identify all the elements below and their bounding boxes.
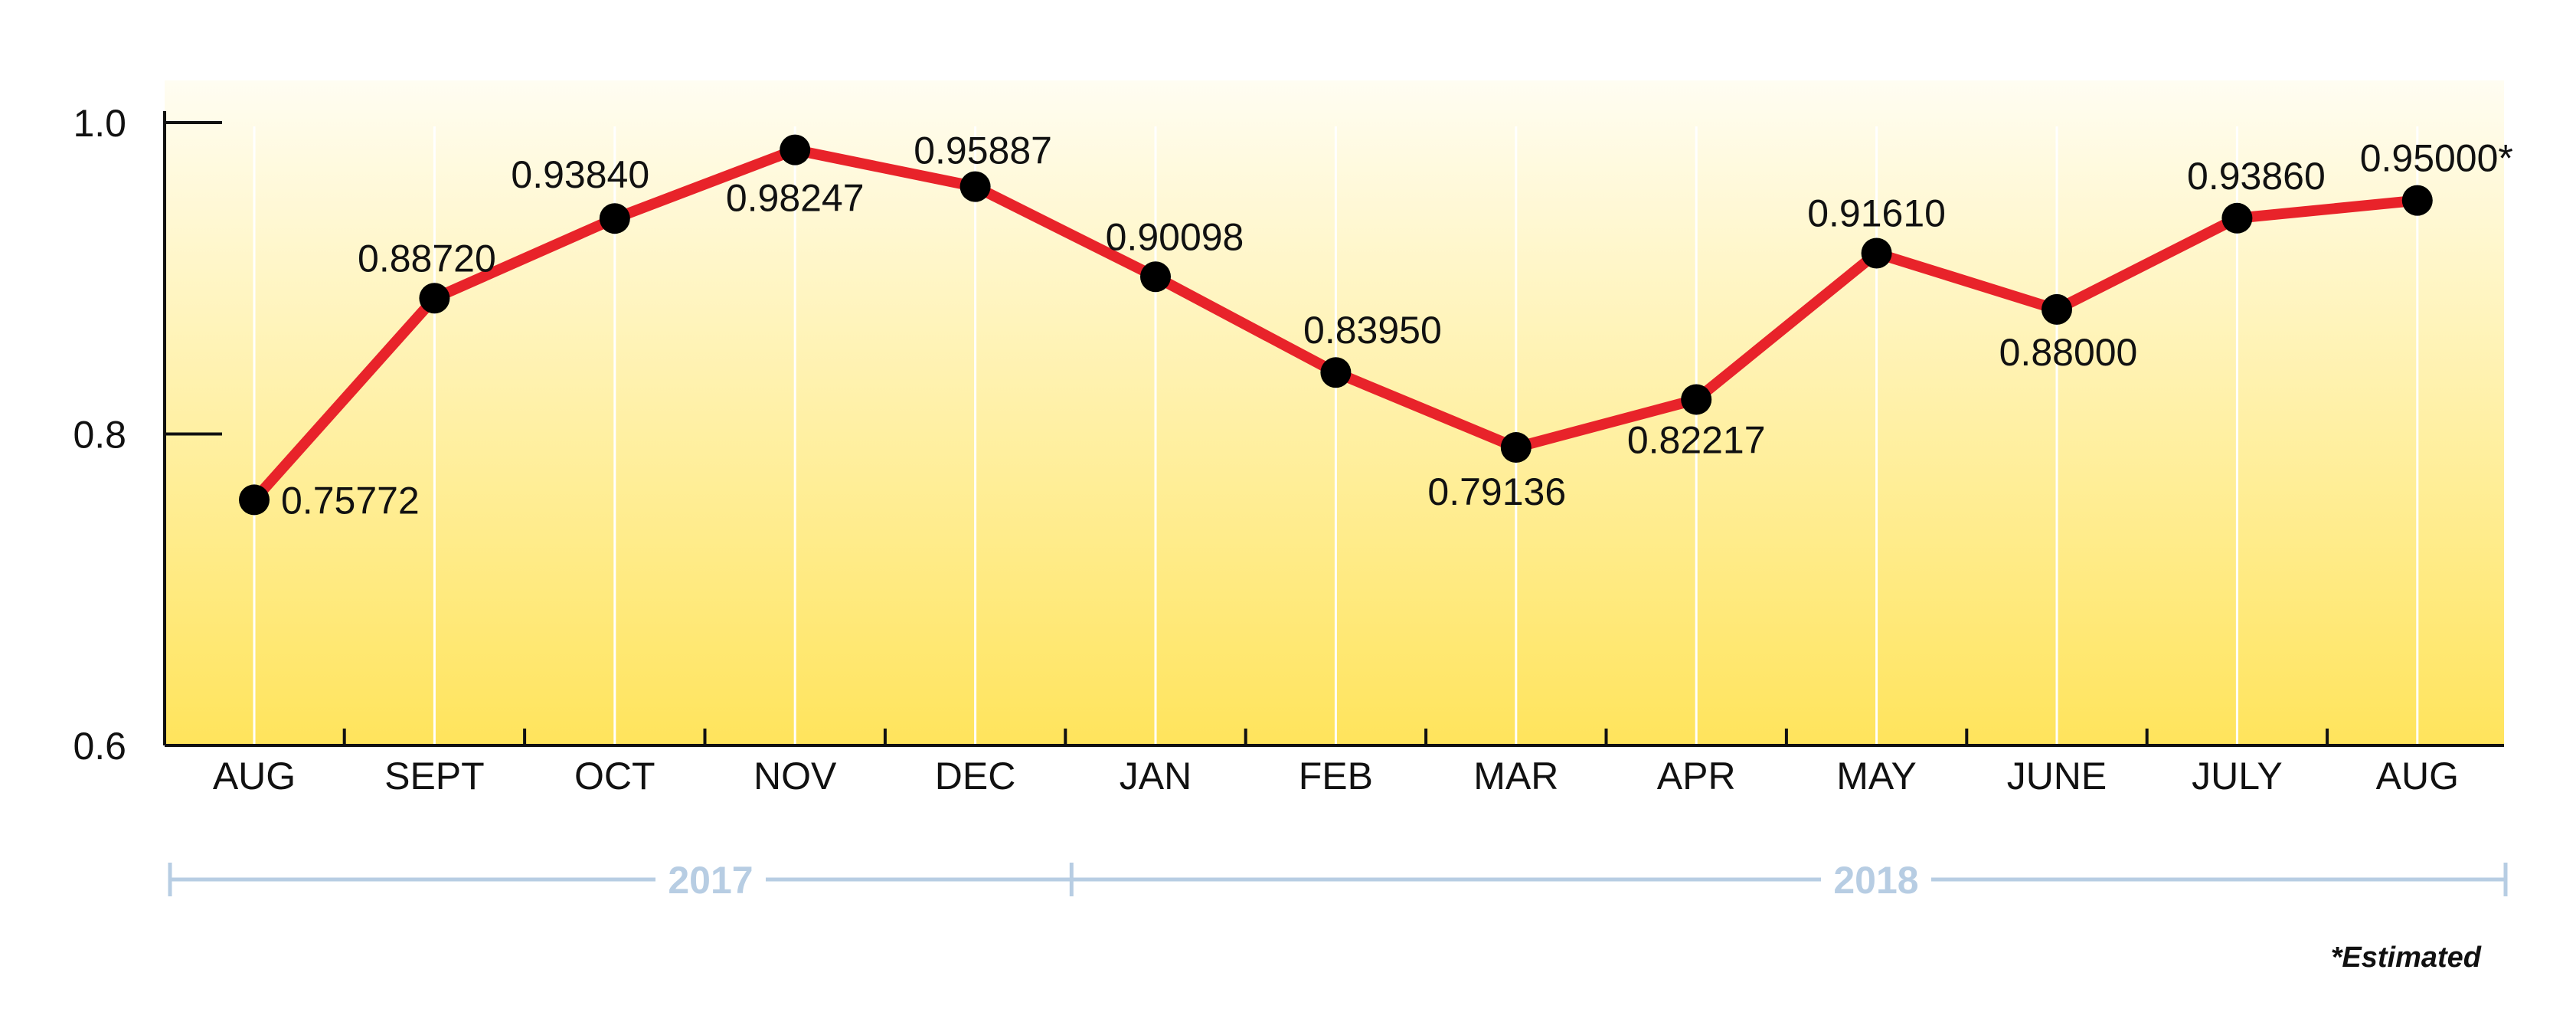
x-tick-label-9: MAY bbox=[1836, 755, 1917, 798]
data-label-5: 0.90098 bbox=[1106, 215, 1244, 258]
year-axis: 2017 2018 bbox=[168, 859, 2508, 902]
data-point-3 bbox=[780, 134, 811, 165]
data-label-9: 0.91610 bbox=[1807, 192, 1946, 235]
plot-background bbox=[165, 80, 2504, 745]
data-label-7: 0.79136 bbox=[1427, 470, 1566, 513]
x-tick-label-11: JULY bbox=[2192, 755, 2283, 798]
data-label-0: 0.75772 bbox=[281, 479, 420, 522]
data-point-10 bbox=[2042, 293, 2072, 325]
year-label-2017: 2017 bbox=[668, 859, 753, 902]
data-point-5 bbox=[1140, 261, 1171, 293]
data-label-6: 0.83950 bbox=[1303, 309, 1442, 352]
data-point-7 bbox=[1500, 432, 1532, 463]
x-tick-label-5: JAN bbox=[1120, 755, 1192, 798]
y-tick-label-0: 0.6 bbox=[73, 725, 126, 768]
data-label-4: 0.95887 bbox=[914, 129, 1052, 172]
y-tick-label-1: 0.8 bbox=[73, 414, 126, 457]
x-tick-label-1: SEPT bbox=[384, 755, 485, 798]
data-point-2 bbox=[599, 203, 630, 234]
data-label-12: 0.95000* bbox=[2360, 137, 2513, 180]
data-label-2: 0.93840 bbox=[511, 153, 649, 196]
x-tick-label-0: AUG bbox=[213, 755, 296, 798]
data-point-8 bbox=[1681, 384, 1712, 415]
data-label-3: 0.98247 bbox=[726, 177, 865, 220]
x-tick-label-10: JUNE bbox=[2007, 755, 2107, 798]
data-point-4 bbox=[959, 171, 991, 202]
footnote: *Estimated bbox=[2331, 942, 2482, 974]
data-point-6 bbox=[1320, 357, 1352, 388]
x-tick-label-12: AUG bbox=[2376, 755, 2459, 798]
x-tick-label-6: FEB bbox=[1299, 755, 1373, 798]
data-point-1 bbox=[419, 283, 450, 314]
data-point-11 bbox=[2221, 202, 2253, 234]
y-axis-ticks: 0.6 0.8 1.0 bbox=[73, 102, 222, 768]
x-tick-label-8: APR bbox=[1657, 755, 1736, 798]
data-label-10: 0.88000 bbox=[1999, 331, 2138, 374]
data-label-8: 0.82217 bbox=[1627, 418, 1766, 461]
data-point-9 bbox=[1861, 237, 1892, 269]
axes bbox=[163, 111, 2504, 747]
x-tick-label-7: MAR bbox=[1473, 755, 1558, 798]
data-label-1: 0.88720 bbox=[358, 237, 496, 280]
x-tick-label-3: NOV bbox=[754, 755, 837, 798]
y-tick-label-2: 1.0 bbox=[73, 102, 126, 145]
data-point-12 bbox=[2401, 185, 2433, 216]
data-point-0 bbox=[239, 484, 270, 516]
year-label-2018: 2018 bbox=[1833, 859, 1918, 902]
x-tick-label-2: OCT bbox=[574, 755, 655, 798]
data-label-11: 0.93860 bbox=[2187, 155, 2326, 198]
data-points bbox=[239, 134, 2433, 516]
x-axis-ticks: AUG SEPT OCT NOV DEC JAN FEB MAR APR MAY JUNE JULY A… bbox=[213, 729, 2459, 798]
data-labels: 0.75772 0.88720 0.93840 0.98247 0.95887 0.900… bbox=[281, 129, 2513, 522]
x-tick-label-4: DEC bbox=[935, 755, 1016, 798]
